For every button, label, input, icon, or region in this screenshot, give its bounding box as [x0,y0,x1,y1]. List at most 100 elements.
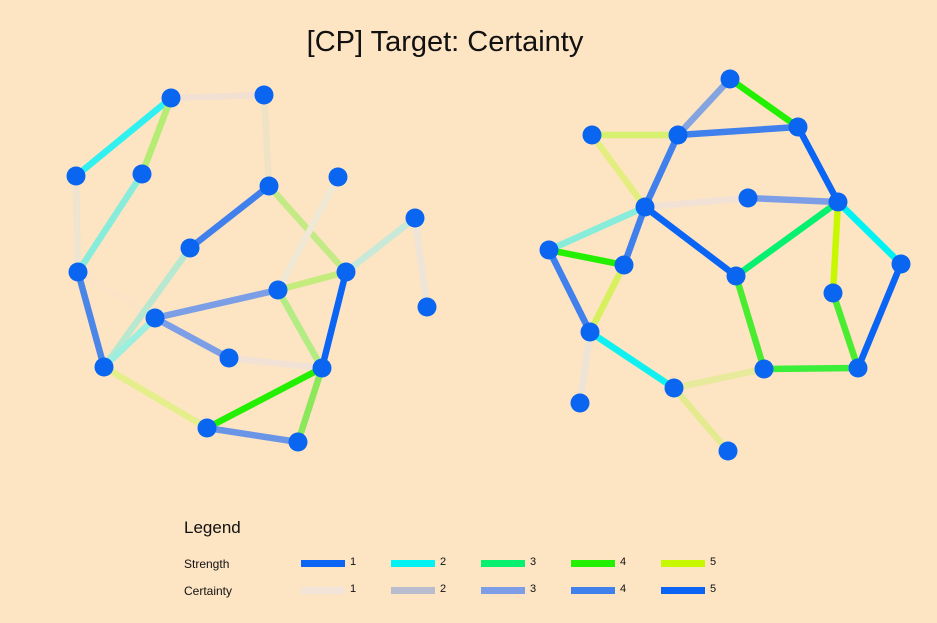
edge-B8-B13 [546,248,593,334]
edge-B14-B15 [763,364,859,373]
edge-A1-A4 [138,96,175,176]
node-B18[interactable] [718,441,738,461]
node-B14[interactable] [754,359,774,379]
legend-label: 5 [710,556,717,568]
legend-swatch [571,587,615,594]
node-A1[interactable] [161,88,181,108]
node-B16[interactable] [664,378,684,398]
legend-swatch [661,587,705,594]
edge-B16-B14 [673,365,765,392]
node-B8[interactable] [539,240,559,260]
node-A16[interactable] [312,358,332,378]
node-B13[interactable] [580,322,600,342]
node-A11[interactable] [268,280,288,300]
legend-label: 3 [530,556,537,568]
legend-label: 4 [620,583,627,595]
edge-A13-A15 [101,315,158,370]
edge-B5-B7 [747,194,839,206]
node-B4[interactable] [788,117,808,137]
edge-B10-B14 [732,275,768,370]
legend-label: 1 [350,556,357,568]
edge-B3-B6 [642,133,681,209]
node-B7[interactable] [828,192,848,212]
node-A10[interactable] [336,262,356,282]
node-A6[interactable] [328,167,348,187]
node-B10[interactable] [726,266,746,286]
legend-row-label-certainty: Certainty [184,584,233,598]
legend-swatch [301,587,345,594]
legend-label: 2 [440,583,447,595]
node-B15[interactable] [848,358,868,378]
node-A7[interactable] [405,208,425,228]
edges-layer [72,76,905,454]
edge-B9-B13 [587,263,627,334]
legend-swatch [391,560,435,567]
legend-swatch [571,560,615,567]
edge-B13-B16 [588,329,676,391]
node-A12[interactable] [417,297,437,317]
edge-A8-A15 [74,271,108,368]
edge-B13-B17 [576,331,594,404]
edge-A11-A16 [275,288,325,370]
node-B11[interactable] [891,254,911,274]
node-B1[interactable] [720,69,740,89]
legend-label: 4 [620,556,627,568]
edge-B10-B7 [734,199,840,279]
legend-label: 5 [710,583,717,595]
edge-A6-A11 [275,175,341,292]
edge-A2-A5 [260,94,273,187]
node-A2[interactable] [254,85,274,105]
node-B2[interactable] [582,125,602,145]
edge-A14-A16 [228,354,323,372]
edge-A7-A10 [343,215,418,275]
node-A4[interactable] [132,164,152,184]
edge-A11-A10 [277,268,347,294]
legend-swatch [301,560,345,567]
legend-label: 2 [440,556,447,568]
edge-B7-B12 [829,201,842,294]
node-A9[interactable] [180,238,200,258]
edge-A7-A12 [411,217,431,308]
edge-B11-B15 [854,262,905,370]
chart-title: [CP] Target: Certainty [306,26,584,58]
node-A8[interactable] [68,262,88,282]
edge-A17-A18 [206,424,299,446]
edge-B3-B4 [677,123,799,139]
edge-A1-A3 [73,95,174,179]
edge-A15-A17 [102,364,209,431]
edge-B6-B9 [620,205,649,267]
edge-B4-B7 [795,125,841,204]
edge-A5-A9 [187,183,272,251]
legend-swatch [481,560,525,567]
node-B5[interactable] [738,188,758,208]
edge-B2-B6 [589,133,648,209]
edge-A10-A16 [318,271,350,369]
node-B9[interactable] [614,255,634,275]
node-B6[interactable] [635,197,655,217]
node-A17[interactable] [197,418,217,438]
node-A13[interactable] [145,308,165,328]
node-A18[interactable] [288,432,308,452]
edge-B6-B8 [547,204,647,253]
edge-A3-A8 [72,175,82,273]
node-A5[interactable] [259,176,279,196]
edge-A17-A16 [205,365,324,431]
edge-B7-B11 [835,199,904,267]
legend-title: Legend [184,518,241,537]
node-B3[interactable] [668,125,688,145]
edge-B1-B3 [675,76,733,138]
legend-label: 1 [350,583,357,595]
node-A3[interactable] [66,166,86,186]
node-B17[interactable] [570,393,590,413]
legend-swatch [481,587,525,594]
edge-A9-A15 [101,246,193,369]
node-A14[interactable] [219,348,239,368]
node-A15[interactable] [94,357,114,377]
edge-A4-A8 [75,172,145,274]
legend-swatch [391,587,435,594]
edge-A18-A16 [294,366,326,444]
edge-B16-B18 [671,385,731,454]
edge-A13-A11 [154,286,279,322]
node-B12[interactable] [823,283,843,303]
